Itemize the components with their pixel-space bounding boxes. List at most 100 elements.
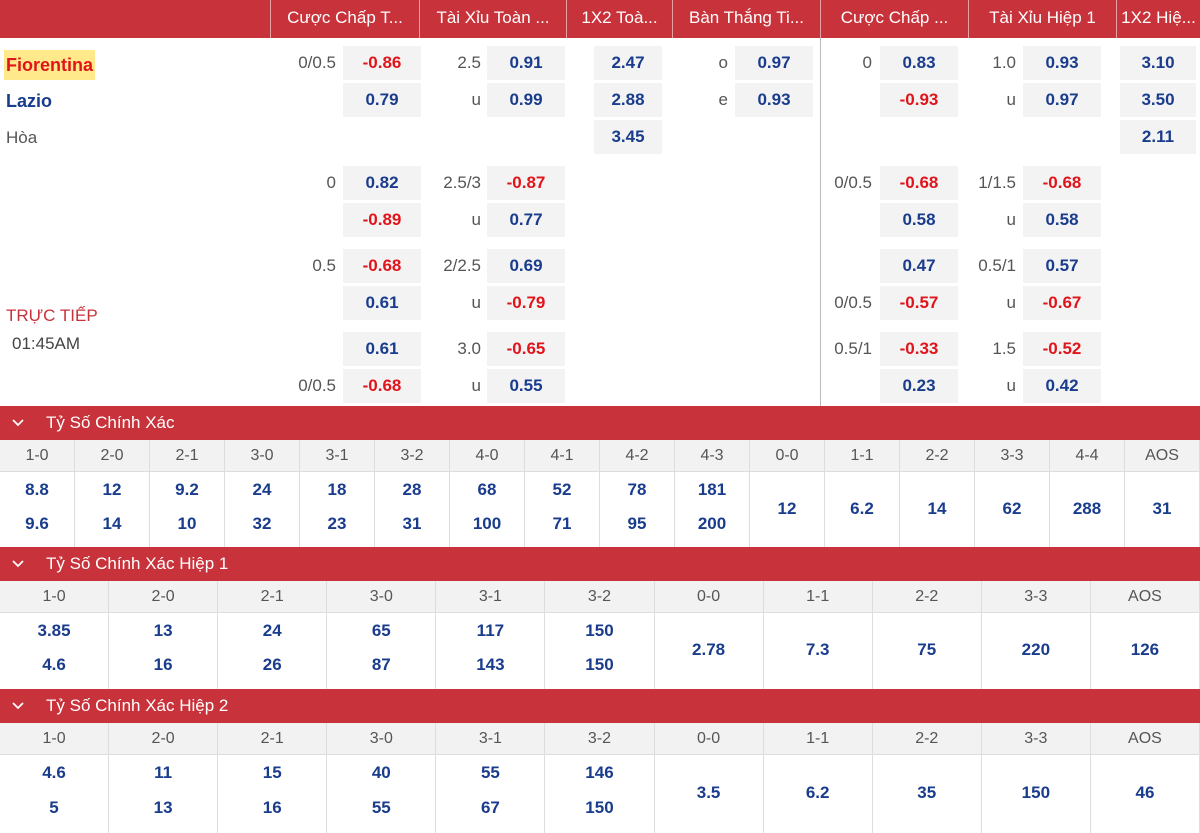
score-odds-value[interactable]: 12 [777,498,797,518]
h1-ou-over-odds[interactable]: 0.93 [1023,46,1101,80]
alt-ou-under-odds[interactable]: 0.55 [487,369,565,403]
score-odds-value[interactable]: 87 [371,655,391,674]
odd-even-e-odds[interactable]: 0.93 [735,83,813,117]
alt-ah-home-odds[interactable]: -0.68 [343,249,421,283]
alt-h1-ou-over-odds[interactable]: -0.52 [1023,332,1101,366]
score-odds-value[interactable]: 16 [153,655,173,674]
score-odds-value[interactable]: 32 [252,513,272,533]
section-header[interactable]: Tỷ Số Chính Xác Hiệp 1 [0,547,1200,581]
score-odds-value[interactable]: 14 [927,498,947,518]
alt-h1-ou-over-odds[interactable]: 0.57 [1023,249,1101,283]
alt-h1-ah-away-odds[interactable]: 0.58 [880,203,958,237]
score-odds-value[interactable]: 220 [1021,640,1051,659]
score-odds-value[interactable]: 181 [697,480,727,499]
alt-h1-ah-home-odds[interactable]: -0.33 [880,332,958,366]
chevron-down-icon[interactable] [0,689,36,723]
h1-ah-away-odds[interactable]: -0.93 [880,83,958,117]
score-odds-value[interactable]: 6.2 [850,498,874,518]
alt-ou-over-odds[interactable]: -0.87 [487,166,565,200]
score-odds-value[interactable]: 35 [917,783,937,802]
alt-h1-ah-away-odds[interactable]: 0.23 [880,369,958,403]
x12-home-odds[interactable]: 2.47 [594,46,662,80]
score-odds-value[interactable]: 11 [154,763,173,782]
score-odds-value[interactable]: 46 [1135,783,1155,802]
score-odds-value[interactable]: 126 [1130,640,1160,659]
odd-even-o-odds[interactable]: 0.97 [735,46,813,80]
alt-h1-ou-under-odds[interactable]: 0.58 [1023,203,1101,237]
score-odds-value[interactable]: 9.2 [175,480,199,499]
ah-home-odds[interactable]: -0.86 [343,46,421,80]
score-odds-value[interactable]: 12 [102,480,122,499]
alt-h1-ah-home-odds[interactable]: 0.47 [880,249,958,283]
score-odds-value[interactable]: 13 [153,621,173,640]
score-odds-value[interactable]: 24 [252,480,272,499]
section-header[interactable]: Tỷ Số Chính Xác [0,406,1200,440]
score-odds-value[interactable]: 9.6 [25,513,49,533]
score-odds-value[interactable]: 4.6 [42,763,66,782]
alt-h1-ah-away-odds[interactable]: -0.57 [880,286,958,320]
score-odds-value[interactable]: 31 [1152,498,1172,518]
score-odds-value[interactable]: 7.3 [805,640,830,659]
score-odds-value[interactable]: 13 [153,798,173,817]
ou-under-odds[interactable]: 0.99 [487,83,565,117]
x12-away-odds[interactable]: 2.88 [594,83,662,117]
score-odds-value[interactable]: 68 [477,480,497,499]
score-odds-value[interactable]: 15 [262,763,282,782]
chevron-down-icon[interactable] [0,406,36,440]
score-odds-value[interactable]: 100 [472,513,502,533]
alt-ah-away-odds[interactable]: -0.89 [343,203,421,237]
alt-h1-ou-under-odds[interactable]: 0.42 [1023,369,1101,403]
score-odds-value[interactable]: 150 [585,798,614,817]
section-header[interactable]: Tỷ Số Chính Xác Hiệp 2 [0,689,1200,723]
score-odds-value[interactable]: 18 [327,480,347,499]
h1-x12-home-odds[interactable]: 3.10 [1120,46,1196,80]
score-odds-value[interactable]: 65 [371,621,391,640]
score-odds-value[interactable]: 78 [627,480,647,499]
score-odds-value[interactable]: 23 [327,513,347,533]
alt-ah-home-odds[interactable]: 0.82 [343,166,421,200]
alt-ah-home-odds[interactable]: 0.61 [343,332,421,366]
score-odds-value[interactable]: 16 [262,798,282,817]
score-odds-value[interactable]: 95 [627,513,647,533]
score-odds-value[interactable]: 150 [585,621,614,640]
chevron-down-icon[interactable] [0,547,36,581]
h1-x12-away-odds[interactable]: 3.50 [1120,83,1196,117]
alt-ah-away-odds[interactable]: -0.68 [343,369,421,403]
score-odds-value[interactable]: 150 [585,655,614,674]
score-odds-value[interactable]: 6.2 [805,783,830,802]
alt-h1-ou-over-odds[interactable]: -0.68 [1023,166,1101,200]
h1-ah-home-odds[interactable]: 0.83 [880,46,958,80]
home-team-name[interactable]: Fiorentina [4,50,96,80]
score-odds-value[interactable]: 75 [917,640,937,659]
h1-x12-draw-odds[interactable]: 2.11 [1120,120,1196,154]
ou-over-odds[interactable]: 0.91 [487,46,565,80]
score-odds-value[interactable]: 3.85 [37,621,71,640]
score-odds-value[interactable]: 200 [697,513,727,533]
score-odds-value[interactable]: 146 [585,763,614,782]
score-odds-value[interactable]: 3.5 [696,783,721,802]
score-odds-value[interactable]: 288 [1072,498,1102,518]
score-odds-value[interactable]: 31 [402,513,422,533]
score-odds-value[interactable]: 24 [262,621,282,640]
score-odds-value[interactable]: 40 [371,763,391,782]
score-odds-value[interactable]: 2.78 [692,640,726,659]
alt-h1-ah-home-odds[interactable]: -0.68 [880,166,958,200]
score-odds-value[interactable]: 55 [371,798,391,817]
alt-ou-under-odds[interactable]: -0.79 [487,286,565,320]
score-odds-value[interactable]: 117 [476,621,505,640]
alt-ah-away-odds[interactable]: 0.61 [343,286,421,320]
h1-ou-under-odds[interactable]: 0.97 [1023,83,1101,117]
score-odds-value[interactable]: 26 [262,655,282,674]
away-team-name[interactable]: Lazio [6,91,53,111]
alt-ou-over-odds[interactable]: -0.65 [487,332,565,366]
alt-ou-over-odds[interactable]: 0.69 [487,249,565,283]
ah-away-odds[interactable]: 0.79 [343,83,421,117]
score-odds-value[interactable]: 4.6 [42,655,66,674]
score-odds-value[interactable]: 55 [480,763,500,782]
score-odds-value[interactable]: 52 [552,480,572,499]
score-odds-value[interactable]: 71 [552,513,572,533]
score-odds-value[interactable]: 67 [480,798,500,817]
score-odds-value[interactable]: 14 [102,513,122,533]
score-odds-value[interactable]: 143 [476,655,505,674]
score-odds-value[interactable]: 5 [49,798,59,817]
